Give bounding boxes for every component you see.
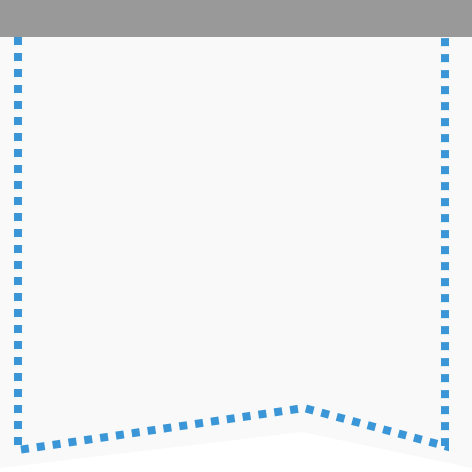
- top-bar: [0, 0, 472, 37]
- banner-fill: [0, 37, 472, 468]
- dashed-outline: [14, 37, 449, 455]
